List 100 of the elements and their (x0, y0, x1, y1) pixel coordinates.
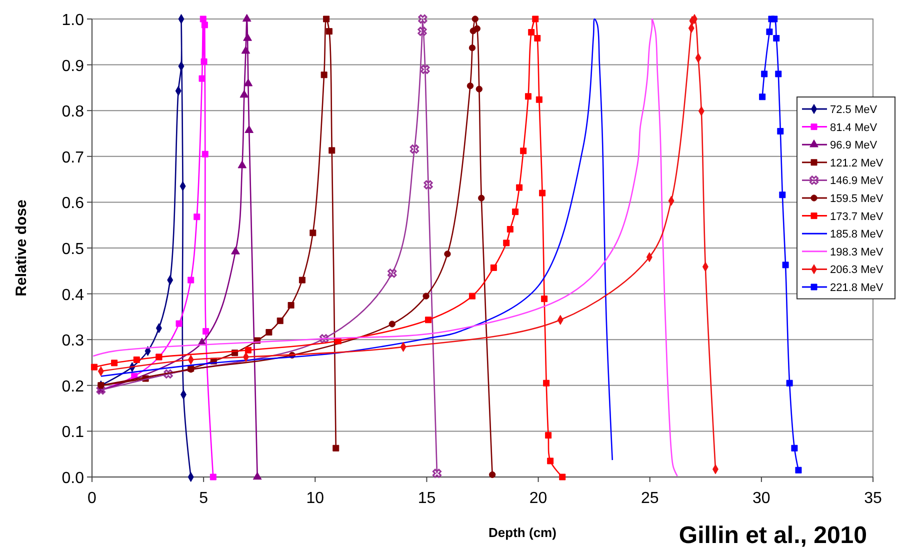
point (474, 25, 480, 32)
point (472, 16, 478, 22)
point (90, 364, 98, 370)
point (200, 16, 206, 22)
point (243, 33, 252, 41)
point (410, 144, 419, 154)
x-tick-label: 20 (529, 490, 548, 507)
point (288, 302, 294, 308)
point (418, 26, 427, 36)
point (478, 194, 485, 202)
point (252, 472, 262, 480)
point (198, 75, 206, 82)
y-tick-label: 0.8 (62, 104, 84, 121)
legend-label: 221.8 MeV (830, 282, 884, 294)
point (201, 22, 208, 28)
point (786, 380, 793, 386)
y-tick-label: 0.2 (62, 378, 84, 396)
point (534, 34, 541, 42)
point (202, 150, 208, 158)
point (244, 125, 254, 133)
legend-label: 81.4 MeV (830, 122, 878, 134)
x-tick-label: 0 (88, 490, 97, 507)
legend-label: 96.9 MeV (830, 140, 878, 152)
point (782, 262, 789, 268)
point (328, 147, 336, 154)
point (559, 474, 566, 480)
point (320, 72, 328, 78)
point (200, 58, 208, 65)
point (202, 328, 210, 335)
point (266, 329, 272, 336)
point (775, 70, 782, 78)
y-axis-title: Relative dose (13, 200, 30, 296)
point (766, 28, 773, 36)
legend-label: 198.3 MeV (830, 246, 884, 258)
x-tick-label: 15 (418, 490, 436, 507)
point (332, 444, 340, 452)
legend-label: 185.8 MeV (830, 228, 884, 241)
y-tick-label: 0.9 (62, 58, 84, 75)
point (111, 360, 118, 366)
point (512, 208, 519, 216)
point (323, 16, 330, 22)
point (468, 292, 476, 300)
point (777, 128, 784, 134)
y-tick-label: 0.4 (62, 286, 84, 304)
legend-label: 121.2 MeV (830, 157, 884, 170)
legend-label: 146.9 MeV (830, 175, 884, 188)
point (520, 148, 527, 154)
point (418, 14, 428, 24)
point (516, 184, 523, 191)
y-tick-label: 0.3 (62, 332, 84, 350)
point (326, 28, 332, 35)
point (231, 246, 240, 254)
point (539, 190, 546, 196)
point (771, 16, 778, 22)
x-tick-label: 5 (199, 490, 208, 507)
point (541, 296, 548, 302)
point (310, 230, 316, 236)
y-tick-label: 0.1 (62, 424, 84, 442)
point (536, 96, 542, 103)
point (488, 471, 496, 478)
point (466, 82, 474, 90)
x-tick-label: 35 (864, 490, 882, 507)
point (425, 316, 432, 324)
point (547, 458, 554, 464)
point (164, 369, 173, 378)
point (388, 320, 396, 328)
point (490, 264, 497, 271)
point (244, 78, 253, 86)
point (424, 180, 433, 190)
legend-label: 173.7 MeV (830, 210, 884, 223)
point (773, 34, 780, 42)
point (176, 320, 182, 327)
point (420, 64, 430, 74)
point (545, 432, 552, 439)
x-tick-label: 25 (640, 490, 659, 507)
point (468, 44, 476, 52)
point (761, 70, 768, 78)
legend-label: 72.5 MeV (830, 104, 878, 116)
point (188, 276, 194, 284)
point (791, 444, 798, 452)
point (524, 93, 532, 100)
y-tick-label: 0.0 (62, 470, 84, 487)
point (532, 16, 539, 22)
y-tick-label: 0.5 (62, 241, 84, 258)
point (388, 268, 397, 278)
point (795, 466, 802, 474)
point (298, 276, 306, 284)
point (476, 86, 482, 92)
point (276, 318, 284, 324)
point (779, 192, 786, 198)
point (244, 346, 252, 354)
point (503, 240, 510, 246)
point (242, 14, 252, 22)
point (320, 334, 329, 344)
x-tick-label: 30 (752, 490, 770, 507)
point (444, 250, 451, 258)
point (759, 94, 766, 100)
point (133, 356, 140, 363)
x-tick-label: 10 (306, 490, 324, 507)
point (528, 29, 535, 36)
